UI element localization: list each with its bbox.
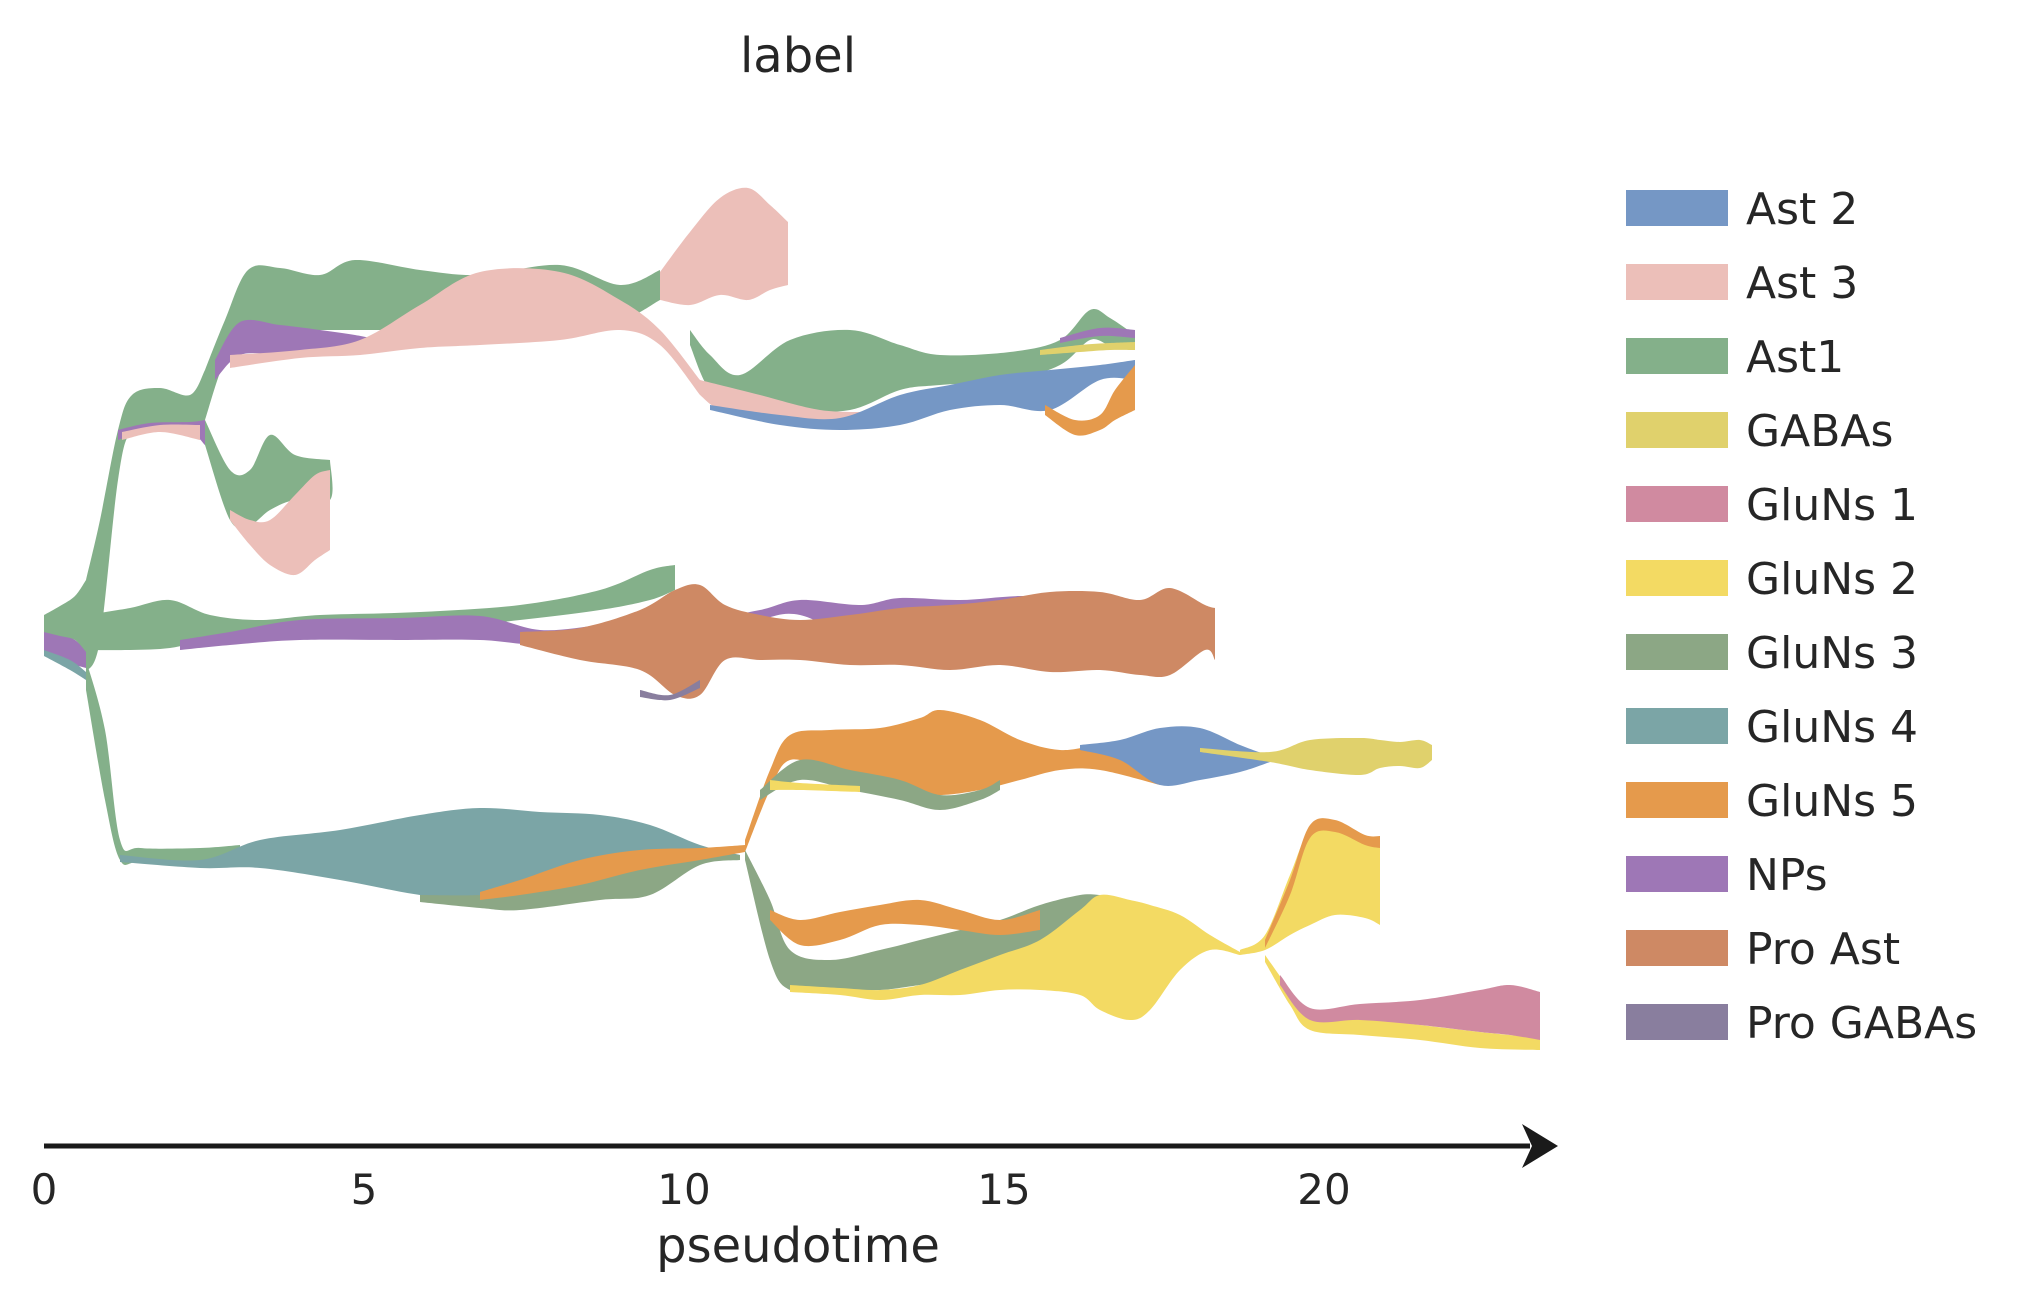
stream-ast2-branch-ast2: [710, 360, 1135, 430]
stream-ast3-tip: [660, 187, 788, 306]
stream-ast2-branch-ast1: [690, 309, 1135, 412]
stream-upper-branch-nps: [215, 319, 380, 380]
stream-lower-branch-glun2: [790, 894, 1240, 1020]
x-axis: 0 5 10 15 20: [31, 1124, 1558, 1214]
legend-label: NPs: [1746, 850, 1828, 901]
x-tick-label: 5: [351, 1165, 378, 1214]
stream-glun1-tip-gluns2: [1265, 955, 1540, 1050]
legend-swatch: [1626, 856, 1728, 892]
legend: Ast 2 Ast 3 Ast1 GABAs GluNs 1 GluNs 2 GluNs 3…: [1626, 184, 1977, 1049]
stream-upper-branch-ast3: [230, 268, 700, 395]
legend-label: Pro GABAs: [1746, 998, 1977, 1049]
stream-glun2-tip: [1240, 826, 1380, 955]
legend-swatch: [1626, 412, 1728, 448]
legend-swatch: [1626, 708, 1728, 744]
stream-middle-branch-progabas: [640, 680, 700, 701]
stream-upper-lower-branch-gabas: [1200, 737, 1432, 776]
stream-glun1-tip-glun1: [1280, 975, 1540, 1040]
stream-root-nps: [44, 632, 86, 668]
legend-label: Pro Ast: [1746, 924, 1900, 975]
stream-ast2-branch-nps: [1060, 327, 1135, 343]
legend-swatch: [1626, 782, 1728, 818]
legend-label: Ast1: [1746, 332, 1844, 383]
x-axis-ticks: 0 5 10 15 20: [31, 1165, 1351, 1214]
legend-label: GluNs 4: [1746, 702, 1918, 753]
stream-root-glun4: [44, 650, 86, 680]
legend-swatch: [1626, 264, 1728, 300]
stream-ast2-branch-gabas: [1040, 342, 1135, 355]
legend-label: GABAs: [1746, 406, 1893, 457]
legend-label: GluNs 2: [1746, 554, 1918, 605]
x-tick-label: 0: [31, 1165, 58, 1214]
x-axis-label: pseudotime: [656, 1218, 940, 1274]
stream-short-branch-ast1: [205, 420, 333, 529]
x-tick-label: 20: [1297, 1165, 1350, 1214]
stream-lower-branch-glun5: [770, 899, 1040, 947]
legend-swatch: [1626, 486, 1728, 522]
legend-swatch: [1626, 930, 1728, 966]
stream-ast2-branch-glun5: [1045, 365, 1135, 436]
stream-lower-stem-glun4: [120, 807, 740, 900]
chart-title: label: [740, 28, 856, 84]
x-tick-label: 10: [657, 1165, 710, 1214]
legend-label: Ast 2: [1746, 184, 1858, 235]
stream-upper-stem-ast1: [86, 370, 205, 672]
x-tick-label: 15: [977, 1165, 1030, 1214]
stream-short-branch-ast3: [230, 470, 330, 576]
stream-lower-stem-glun5: [480, 845, 745, 900]
stream-lower-stem-ast1: [86, 660, 240, 865]
stream-middle-branch-proast: [520, 584, 1215, 699]
legend-label: GluNs 1: [1746, 480, 1918, 531]
stream-upper-lower-branch-gluns2: [770, 780, 860, 792]
stream-upper-lower-branch-glun3: [760, 759, 1000, 810]
legend-swatch: [1626, 560, 1728, 596]
stream-middle-branch-ast1: [86, 565, 675, 651]
legend-label: GluNs 3: [1746, 628, 1918, 679]
stream-upper-lower-branch-glun5: [745, 709, 1160, 852]
legend-label: Ast 3: [1746, 258, 1858, 309]
legend-swatch: [1626, 1004, 1728, 1040]
stream-areas: [44, 187, 1540, 1050]
legend-swatch: [1626, 634, 1728, 670]
legend-swatch: [1626, 338, 1728, 374]
legend-label: GluNs 5: [1746, 776, 1918, 827]
stream-upper-stem-ast3: [122, 424, 200, 440]
legend-swatch: [1626, 190, 1728, 226]
x-axis-arrow-icon: [1522, 1124, 1558, 1168]
stream-upper-lower-branch-ast2: [1080, 726, 1270, 786]
